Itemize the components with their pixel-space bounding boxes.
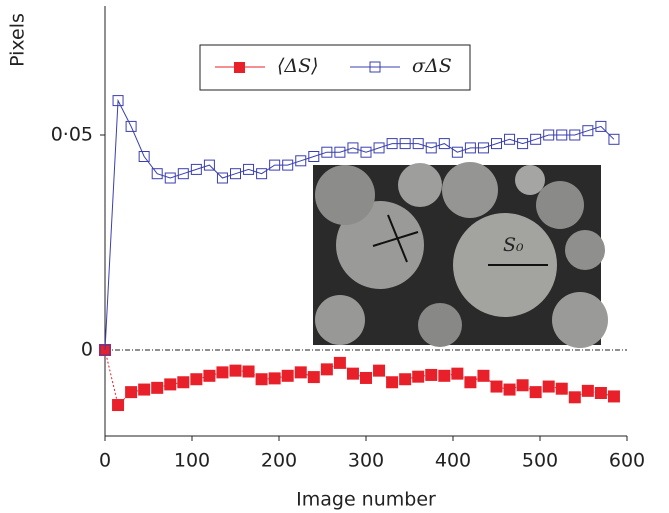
marker <box>595 388 606 399</box>
x-tick-label: 200 <box>261 450 297 472</box>
marker <box>139 384 150 395</box>
x-tick-label: 100 <box>174 450 210 472</box>
marker <box>178 377 189 388</box>
marker <box>334 357 345 368</box>
marker <box>165 379 176 390</box>
marker <box>530 387 541 398</box>
marker <box>321 364 332 375</box>
y-axis-label: Pixels <box>7 13 29 67</box>
inset-label: S₀ <box>503 234 524 256</box>
marker <box>439 370 450 381</box>
y-tick-label: 0 <box>81 339 93 361</box>
marker <box>243 366 254 377</box>
marker <box>608 391 619 402</box>
y-tick-label: 0·05 <box>51 124 93 146</box>
marker <box>308 372 319 383</box>
marker <box>347 368 358 379</box>
marker <box>582 385 593 396</box>
x-axis-label: Image number <box>296 489 436 511</box>
legend-label: σΔS <box>412 55 452 77</box>
x-tick-label: 0 <box>99 450 111 472</box>
marker <box>569 392 580 403</box>
legend-marker <box>234 62 245 73</box>
marker <box>478 370 489 381</box>
marker <box>556 383 567 394</box>
marker <box>295 367 306 378</box>
x-tick-label: 300 <box>348 450 384 472</box>
marker <box>361 372 372 383</box>
marker <box>504 384 515 395</box>
marker <box>400 374 411 385</box>
x-tick-label: 400 <box>435 450 471 472</box>
marker <box>387 377 398 388</box>
marker <box>204 370 215 381</box>
marker <box>269 373 280 384</box>
x-tick-label: 500 <box>522 450 558 472</box>
marker <box>452 368 463 379</box>
marker <box>465 377 476 388</box>
marker <box>426 369 437 380</box>
marker <box>191 374 202 385</box>
marker <box>517 380 528 391</box>
legend-label: ⟨ΔS⟩ <box>277 55 319 77</box>
marker <box>126 387 137 398</box>
marker <box>217 367 228 378</box>
marker <box>152 382 163 393</box>
chart: S₀ Pixels Image number 0 0·05 0 100 200 300 40… <box>0 0 669 513</box>
marker <box>491 381 502 392</box>
marker <box>256 374 267 385</box>
marker <box>543 381 554 392</box>
marker <box>113 400 124 411</box>
marker <box>230 365 241 376</box>
marker <box>374 365 385 376</box>
inset-photo: S₀ <box>313 162 608 348</box>
marker <box>413 371 424 382</box>
marker <box>282 370 293 381</box>
x-tick-label: 600 <box>609 450 645 472</box>
